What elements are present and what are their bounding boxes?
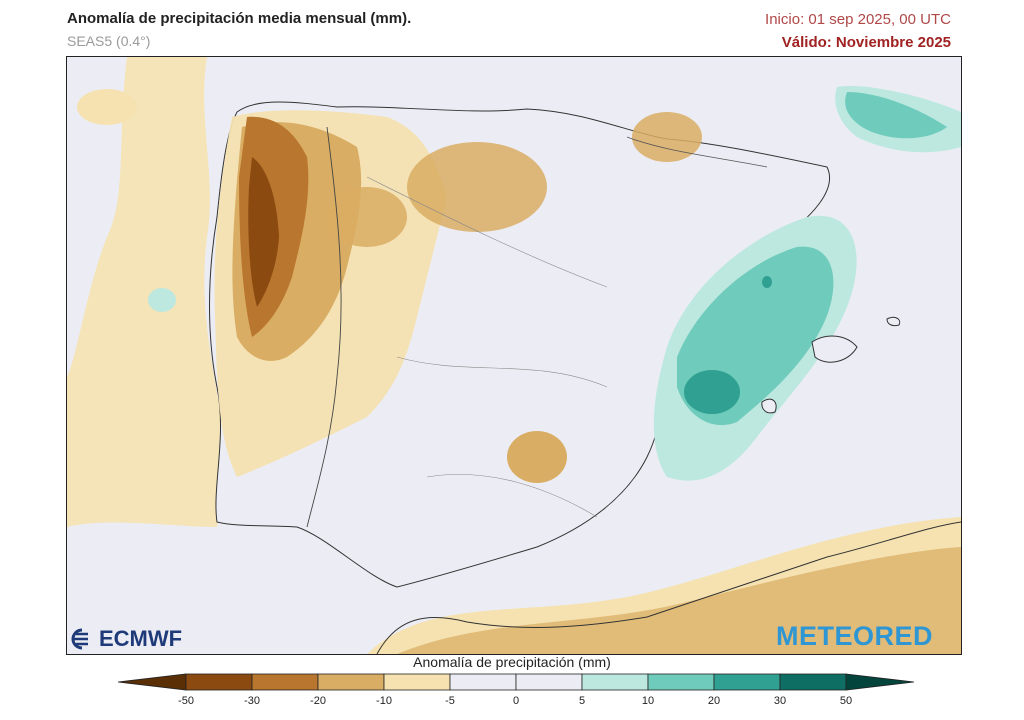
anomaly-map[interactable] — [66, 56, 962, 655]
meteored-logo: METEORED — [776, 621, 934, 651]
colorbar — [118, 673, 915, 691]
colorbar-tick-label: -50 — [178, 695, 194, 707]
colorbar-tick-label: -30 — [244, 695, 260, 707]
colorbar-segment — [185, 673, 253, 691]
colorbar-segment — [251, 673, 319, 691]
valid-period: Válido: Noviembre 2025 — [781, 34, 951, 51]
colorbar-segment — [581, 673, 649, 691]
colorbar-tick-label: 50 — [839, 695, 853, 707]
colorbar-tick-label: -5 — [445, 695, 455, 707]
map-title: Anomalía de precipitación media mensual … — [67, 10, 412, 27]
colorbar-min-arrow — [118, 673, 187, 691]
colorbar-max-arrow — [845, 673, 915, 691]
colorbar-tick-label: 5 — [578, 695, 586, 707]
ecmwf-logo-icon — [71, 628, 88, 650]
map-canvas — [67, 57, 961, 654]
colorbar-segment — [515, 673, 583, 691]
colorbar-segment — [779, 673, 847, 691]
colorbar-segment — [383, 673, 451, 691]
colorbar-tick-label: 0 — [512, 695, 520, 707]
colorbar-segment — [713, 673, 781, 691]
init-time: Inicio: 01 sep 2025, 00 UTC — [765, 11, 951, 28]
colorbar-tick-label: -20 — [310, 695, 326, 707]
colorbar-tick-label: -10 — [376, 695, 392, 707]
colorbar-segment — [449, 673, 517, 691]
model-label: SEAS5 (0.4°) — [67, 33, 151, 49]
ecmwf-logo: ECMWF — [68, 626, 182, 652]
colorbar-tick-label: 20 — [707, 695, 721, 707]
colorbar-tick-label: 10 — [641, 695, 655, 707]
colorbar-segment — [647, 673, 715, 691]
ecmwf-label: ECMWF — [99, 626, 183, 651]
legend-title: Anomalía de precipitación (mm) — [413, 654, 611, 670]
colorbar-tick-label: 30 — [773, 695, 787, 707]
colorbar-segment — [317, 673, 385, 691]
